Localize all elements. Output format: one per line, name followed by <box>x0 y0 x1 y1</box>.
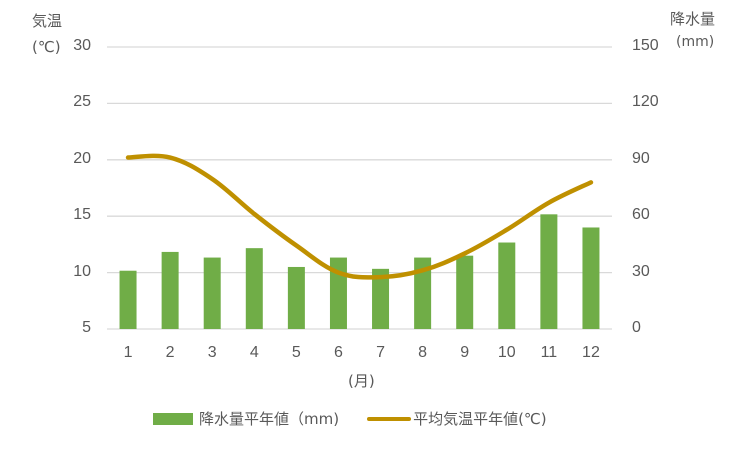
left-axis-title-line1: 気温 <box>32 12 63 30</box>
x-axis-tick: 3 <box>207 344 217 361</box>
right-axis-title-line1: 降水量 <box>670 10 716 28</box>
legend: 降水量平年値（mm) 平均気温平年値(℃) <box>153 408 575 429</box>
precipitation-bar <box>245 248 263 329</box>
precipitation-bar <box>119 270 137 329</box>
x-axis-tick: 11 <box>540 344 558 361</box>
bar-swatch-icon <box>153 412 193 425</box>
legend-item-precipitation: 降水量平年値（mm) <box>153 408 339 429</box>
x-axis-tick: 8 <box>418 344 428 361</box>
right-axis-tick: 30 <box>632 262 650 280</box>
temperature-line <box>125 153 594 280</box>
legend-label-temperature: 平均気温平年値(℃) <box>413 410 547 428</box>
left-axis-title-line2: (℃) <box>32 38 61 56</box>
precipitation-bar <box>540 214 558 329</box>
precipitation-bar <box>203 257 221 329</box>
precipitation-bar <box>582 227 600 329</box>
left-axis-tick: 25 <box>73 93 91 111</box>
legend-label-precipitation: 降水量平年値（mm) <box>199 410 340 428</box>
right-axis-tick: 60 <box>632 206 650 224</box>
legend-item-temperature: 平均気温平年値(℃) <box>367 408 547 429</box>
x-axis-tick: 10 <box>497 344 516 361</box>
precipitation-bar <box>372 268 390 329</box>
precipitation-bar <box>456 255 474 329</box>
x-axis-title: (月) <box>348 372 375 390</box>
line-swatch-icon <box>367 416 412 421</box>
left-axis-tick: 30 <box>73 37 91 54</box>
precipitation-bar <box>498 242 516 329</box>
right-axis-title-line2: (mm) <box>676 34 715 50</box>
x-axis-tick: 12 <box>582 344 600 361</box>
left-axis-tick: 15 <box>73 206 91 224</box>
x-axis-tick: 7 <box>376 344 385 361</box>
right-axis-tick: 0 <box>632 319 641 336</box>
x-axis-tick: 6 <box>334 344 343 361</box>
x-axis-tick: 9 <box>460 344 470 361</box>
x-axis-tick: 2 <box>165 344 175 361</box>
right-axis-tick: 120 <box>632 93 659 111</box>
left-axis-tick: 10 <box>73 262 91 280</box>
precipitation-bar <box>414 257 432 329</box>
left-axis-tick: 5 <box>82 319 91 336</box>
left-axis-tick: 20 <box>73 149 91 167</box>
x-axis-tick: 4 <box>249 344 259 361</box>
x-axis-tick: 1 <box>123 344 133 361</box>
right-axis-tick: 150 <box>632 37 659 54</box>
precipitation-bar <box>161 251 179 329</box>
precipitation-bar <box>287 266 305 329</box>
x-axis-tick: 5 <box>291 344 301 361</box>
right-axis-tick: 90 <box>632 149 650 167</box>
